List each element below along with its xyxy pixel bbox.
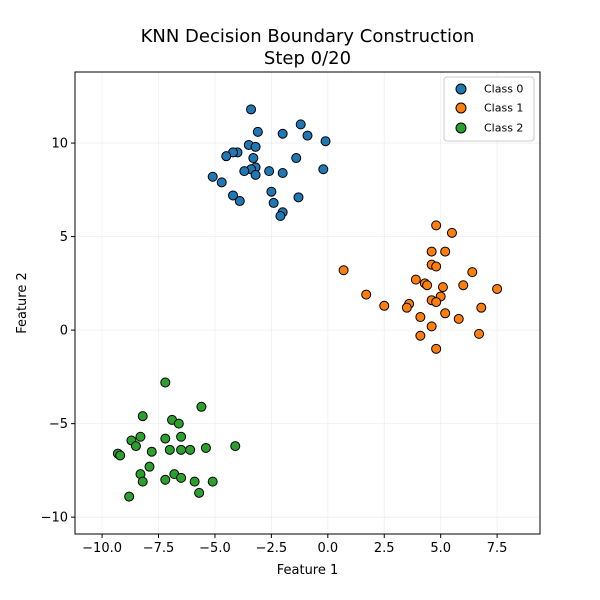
legend-box bbox=[443, 76, 535, 142]
chart-title-line2: Step 0/20 bbox=[264, 48, 351, 69]
data-point-class-1 bbox=[467, 267, 478, 278]
data-point-class-1 bbox=[422, 280, 433, 291]
y-tick-label: −5 bbox=[49, 417, 68, 432]
plot-frame bbox=[74, 71, 541, 535]
data-point-class-1 bbox=[437, 282, 448, 293]
data-point-class-2 bbox=[189, 476, 200, 487]
data-point-class-1 bbox=[440, 308, 451, 319]
data-point-class-1 bbox=[458, 280, 469, 291]
data-point-class-2 bbox=[207, 476, 218, 487]
data-point-class-1 bbox=[431, 261, 442, 272]
legend-label-class-2: Class 2 bbox=[484, 122, 523, 135]
data-point-class-0 bbox=[252, 126, 263, 137]
data-point-class-0 bbox=[266, 186, 277, 197]
axis-ticks: −10.0 −7.5 −5.0 −2.5 0.0 2.5 5.0 7.5 −10 −5 0 5 10 bbox=[41, 137, 508, 556]
data-point-class-2 bbox=[130, 441, 141, 452]
data-point-class-1 bbox=[361, 289, 372, 300]
data-point-class-0 bbox=[246, 104, 257, 115]
data-point-class-1 bbox=[426, 246, 437, 257]
data-point-class-2 bbox=[176, 431, 187, 442]
data-point-class-1 bbox=[431, 220, 442, 231]
data-point-class-0 bbox=[234, 196, 245, 207]
data-point-class-1 bbox=[492, 283, 503, 294]
legend: Class 0 Class 1 Class 2 bbox=[443, 76, 535, 142]
y-tick-label: 5 bbox=[60, 230, 68, 245]
legend-marker-class-2 bbox=[455, 122, 467, 134]
data-point-class-2 bbox=[176, 444, 187, 455]
data-point-class-2 bbox=[196, 401, 207, 412]
data-point-class-0 bbox=[277, 128, 288, 139]
data-point-class-2 bbox=[160, 377, 171, 388]
data-point-class-2 bbox=[194, 487, 205, 498]
data-point-class-0 bbox=[277, 168, 288, 179]
data-point-class-0 bbox=[250, 141, 261, 152]
data-point-class-0 bbox=[268, 197, 279, 208]
y-tick-label: −10 bbox=[41, 511, 68, 526]
x-tick-label: −2.5 bbox=[256, 541, 288, 556]
x-tick-label: −5.0 bbox=[199, 541, 231, 556]
data-point-class-2 bbox=[124, 491, 135, 502]
data-point-class-2 bbox=[146, 446, 157, 457]
data-point-class-2 bbox=[185, 444, 196, 455]
data-point-class-2 bbox=[176, 472, 187, 483]
data-point-class-0 bbox=[239, 166, 250, 177]
data-point-class-1 bbox=[415, 312, 426, 323]
data-point-class-0 bbox=[275, 211, 286, 222]
data-point-class-0 bbox=[221, 151, 232, 162]
data-point-class-0 bbox=[293, 192, 304, 203]
data-point-class-2 bbox=[164, 444, 175, 455]
data-point-class-2 bbox=[160, 474, 171, 485]
legend-label-class-1: Class 1 bbox=[484, 102, 523, 115]
data-point-class-1 bbox=[410, 274, 421, 285]
data-point-class-0 bbox=[302, 130, 313, 141]
data-point-class-1 bbox=[440, 246, 451, 257]
data-point-class-1 bbox=[401, 302, 412, 313]
data-point-class-2 bbox=[173, 418, 184, 429]
data-point-class-0 bbox=[207, 171, 218, 182]
data-point-class-2 bbox=[144, 461, 155, 472]
data-point-class-2 bbox=[160, 433, 171, 444]
data-point-class-0 bbox=[295, 119, 306, 130]
data-point-class-0 bbox=[216, 177, 227, 188]
data-point-class-2 bbox=[137, 411, 148, 422]
y-axis-label: Feature 2 bbox=[15, 272, 30, 334]
chart-title-line1: KNN Decision Boundary Construction bbox=[141, 26, 475, 47]
x-axis-label: Feature 1 bbox=[277, 563, 339, 578]
data-point-class-1 bbox=[415, 330, 426, 341]
legend-marker-class-1 bbox=[455, 102, 467, 114]
data-point-class-2 bbox=[200, 442, 211, 453]
data-point-class-2 bbox=[230, 441, 241, 452]
legend-marker-class-0 bbox=[455, 83, 467, 95]
x-tick-label: 7.5 bbox=[487, 541, 508, 556]
data-point-class-1 bbox=[446, 227, 457, 238]
data-point-class-2 bbox=[135, 431, 146, 442]
data-points bbox=[112, 104, 503, 502]
data-point-class-2 bbox=[115, 450, 126, 461]
x-tick-label: −10.0 bbox=[82, 541, 122, 556]
x-tick-label: 2.5 bbox=[374, 541, 395, 556]
data-point-class-0 bbox=[291, 153, 302, 164]
data-point-class-0 bbox=[250, 169, 261, 180]
data-point-class-1 bbox=[338, 265, 349, 276]
data-point-class-1 bbox=[431, 343, 442, 354]
data-point-class-0 bbox=[264, 166, 275, 177]
data-point-class-0 bbox=[318, 164, 329, 175]
data-point-class-1 bbox=[431, 297, 442, 308]
legend-label-class-0: Class 0 bbox=[484, 83, 523, 96]
data-point-class-0 bbox=[228, 190, 239, 201]
data-point-class-1 bbox=[474, 328, 485, 339]
x-tick-label: 0.0 bbox=[317, 541, 338, 556]
data-point-class-1 bbox=[379, 300, 390, 311]
data-point-class-1 bbox=[426, 321, 437, 332]
x-tick-label: 5.0 bbox=[430, 541, 451, 556]
data-point-class-0 bbox=[320, 136, 331, 147]
data-point-class-1 bbox=[453, 313, 464, 324]
y-tick-label: 0 bbox=[60, 324, 68, 339]
data-point-class-2 bbox=[137, 476, 148, 487]
data-point-class-0 bbox=[248, 153, 259, 164]
y-tick-label: 10 bbox=[51, 137, 68, 152]
x-tick-label: −7.5 bbox=[143, 541, 175, 556]
data-point-class-1 bbox=[476, 302, 487, 313]
